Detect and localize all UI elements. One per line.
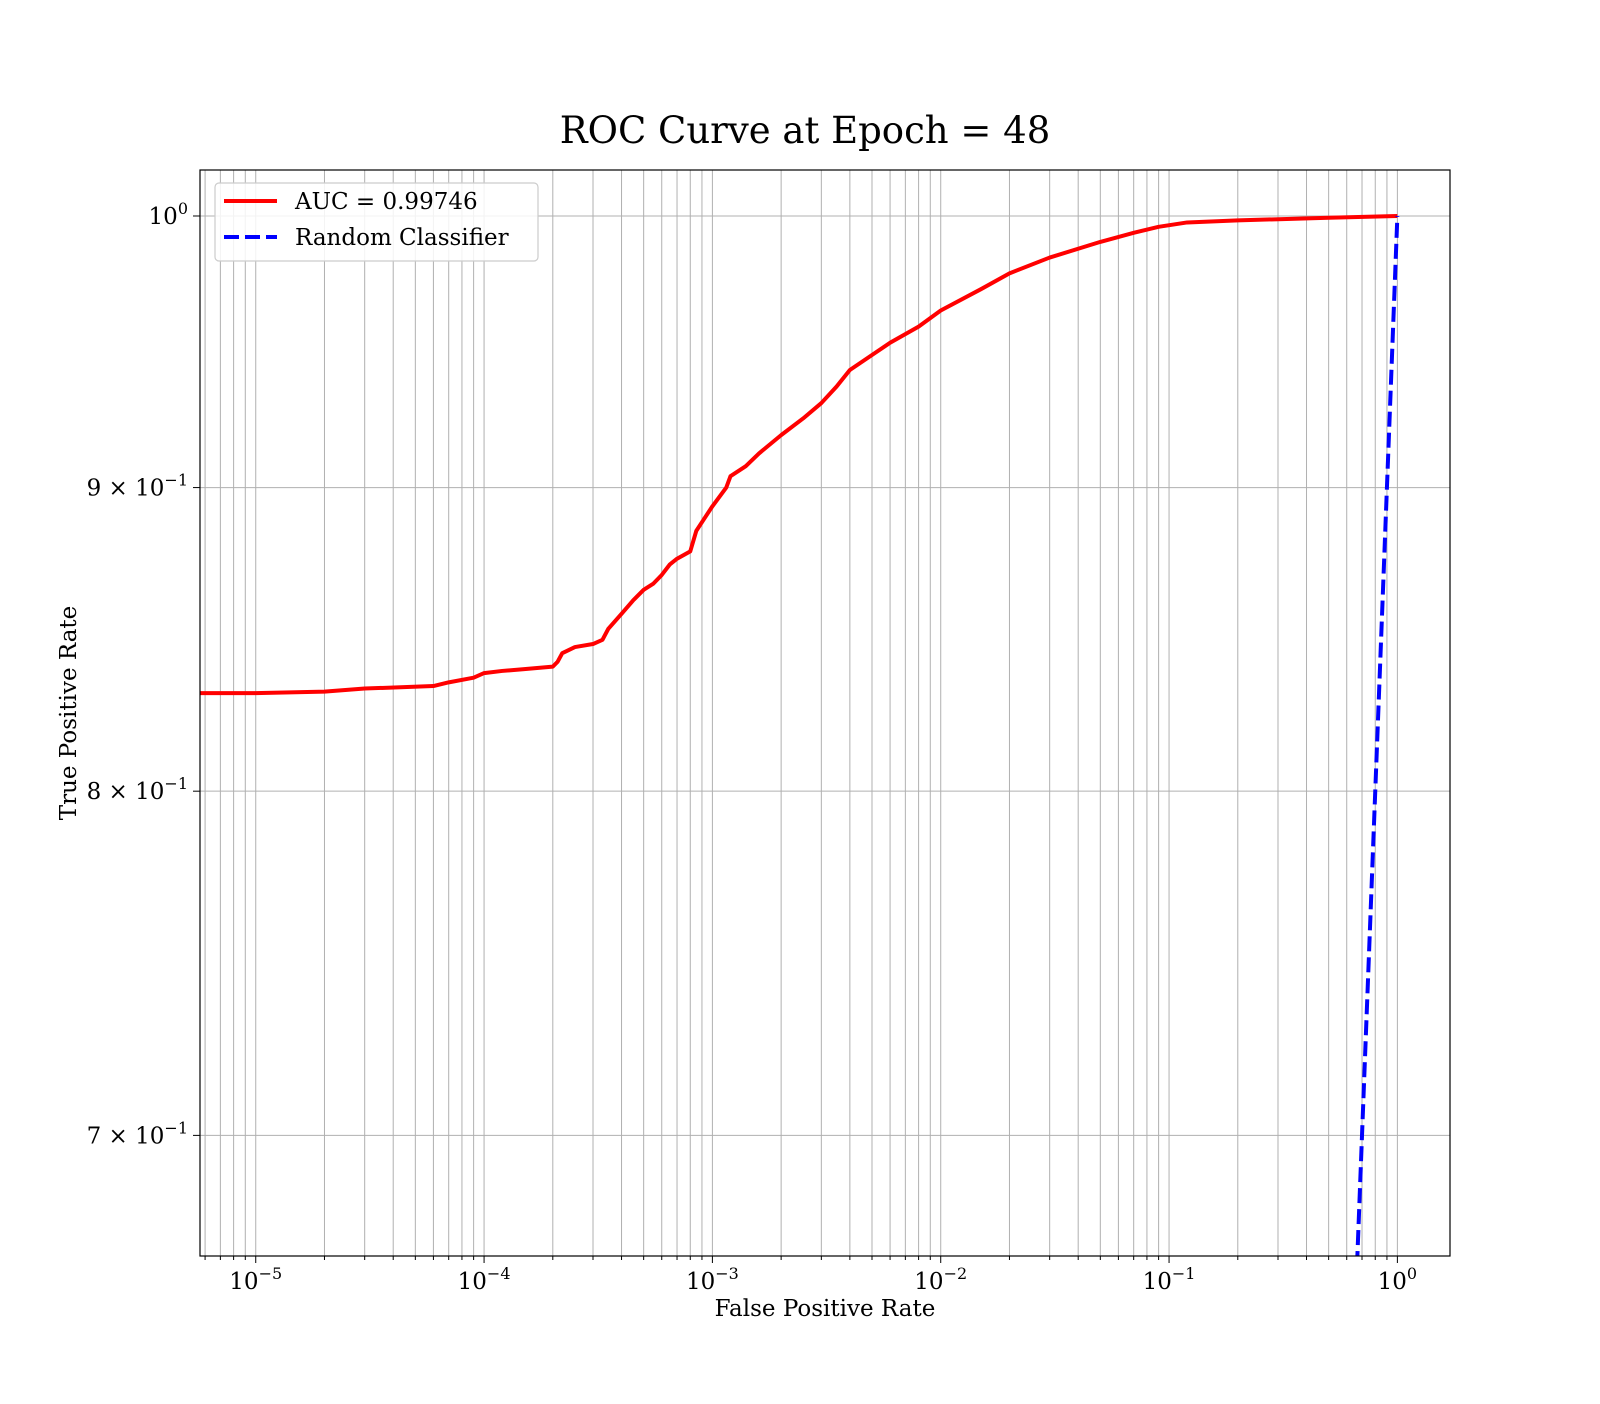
x-tick-label: 10−1 xyxy=(1143,1264,1196,1295)
y-tick-label: 9 × 10−1 xyxy=(87,471,188,502)
y-tick-label: 100 xyxy=(149,199,188,230)
x-tick-label: 10−3 xyxy=(686,1264,739,1295)
series-layer xyxy=(200,213,1400,1256)
x-tick-label: 10−2 xyxy=(914,1264,967,1295)
tick-layer: 10−5 10−4 10−3 10−2 10−1 100 100 9 × 10−1 8 × 10… xyxy=(87,199,1418,1295)
random-classifier-line xyxy=(1355,215,1400,1256)
chart-title: ROC Curve at Epoch = 48 xyxy=(560,109,1050,152)
legend-label-auc: AUC = 0.99746 xyxy=(294,189,478,215)
x-tick-label: 10−5 xyxy=(229,1264,282,1295)
y-tick-label: 8 × 10−1 xyxy=(87,774,188,805)
legend-label-random: Random Classifier xyxy=(295,225,509,251)
y-axis-label: True Positive Rate xyxy=(56,606,82,821)
legend-box xyxy=(214,182,539,262)
legend: AUC = 0.99746 Random Classifier xyxy=(214,182,539,262)
roc-curve-line xyxy=(200,213,1398,696)
x-tick-label: 10−4 xyxy=(458,1264,511,1295)
x-axis-label: False Positive Rate xyxy=(715,1296,936,1322)
x-tick-label: 100 xyxy=(1378,1264,1417,1295)
grid-layer xyxy=(200,170,1450,1256)
y-tick-label: 7 × 10−1 xyxy=(87,1118,188,1149)
plot-frame xyxy=(199,169,1451,1257)
